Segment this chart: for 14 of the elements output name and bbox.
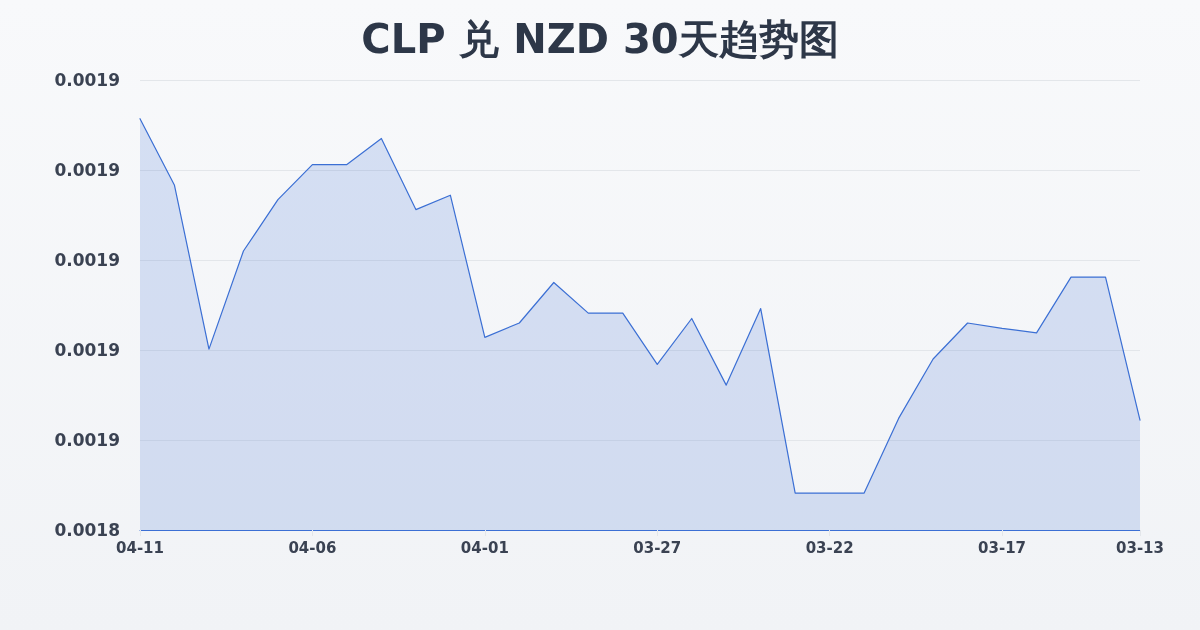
x-tick-label: 03-27 xyxy=(633,538,682,557)
x-tick-label: 04-11 xyxy=(116,538,164,557)
x-tick-label: 03-22 xyxy=(805,538,854,557)
y-tick-label: 0.0019 xyxy=(54,430,120,450)
y-tick-label: 0.0019 xyxy=(54,160,120,180)
y-tick-label: 0.0019 xyxy=(54,70,120,90)
x-tick-label: 04-06 xyxy=(288,538,337,557)
chart-title: CLP 兑 NZD 30天趋势图 xyxy=(361,16,839,62)
x-tick-label: 03-13 xyxy=(1116,538,1164,557)
y-tick-label: 0.0019 xyxy=(54,340,120,360)
y-tick-label: 0.0018 xyxy=(54,520,120,540)
x-tick-label: 03-17 xyxy=(978,538,1027,557)
x-tick-label: 04-01 xyxy=(460,538,509,557)
y-tick-label: 0.0019 xyxy=(54,250,120,270)
